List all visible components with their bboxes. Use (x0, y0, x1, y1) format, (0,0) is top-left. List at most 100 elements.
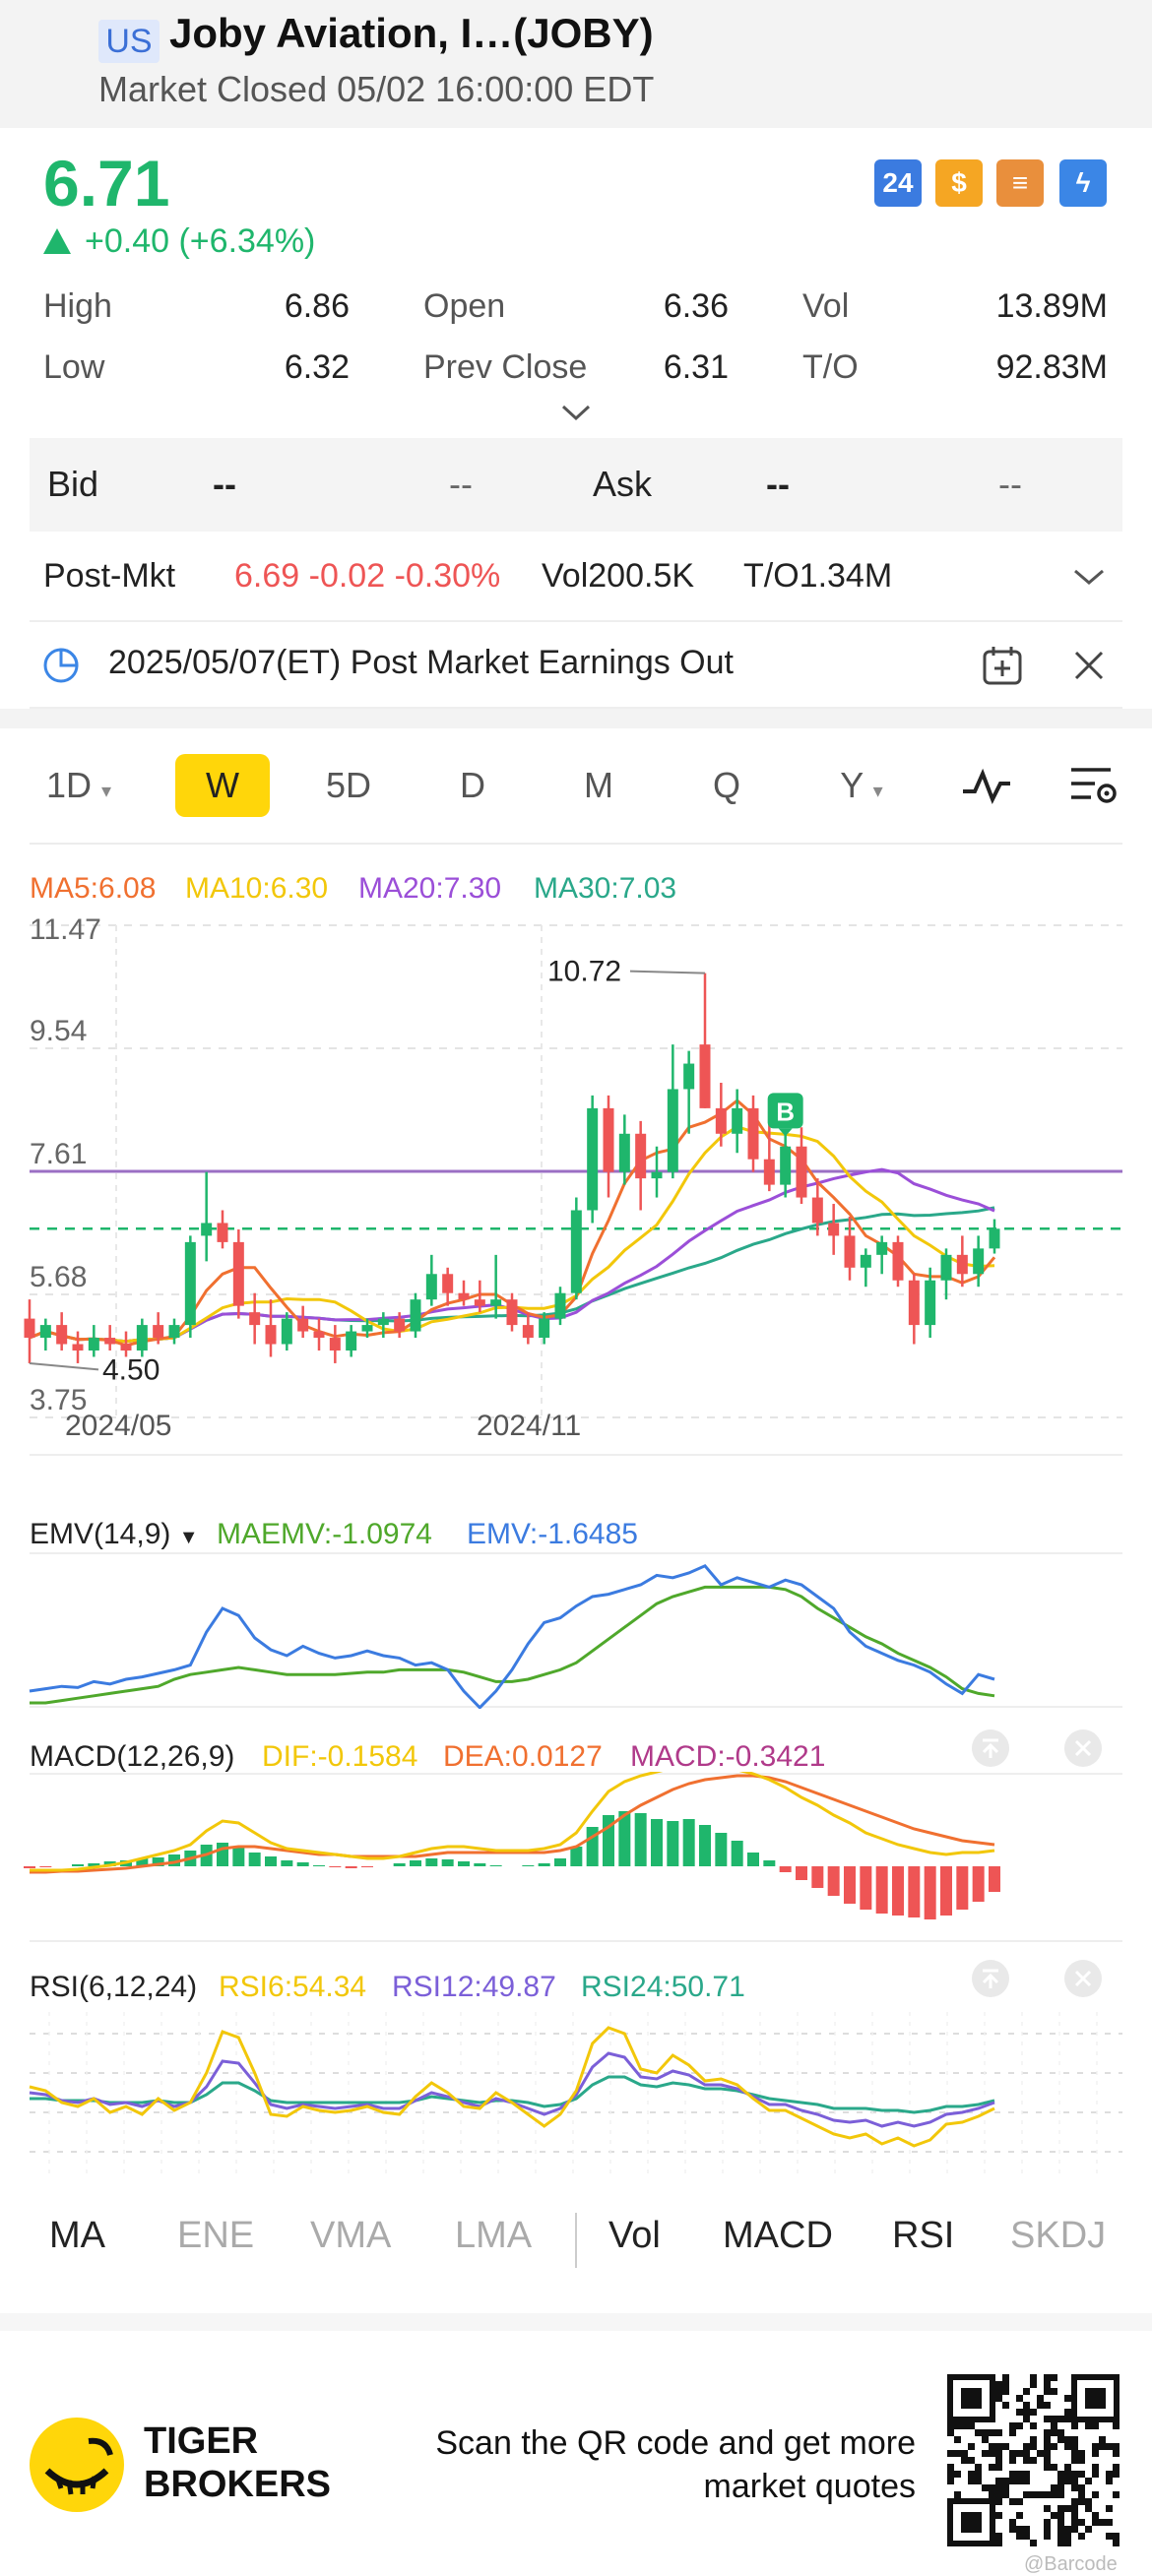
qr-module (982, 2450, 989, 2457)
close-icon[interactable] (1063, 1728, 1103, 1768)
candle-body (683, 1063, 695, 1090)
stack-icon[interactable]: ≡ (996, 159, 1044, 207)
qr-module (1071, 2471, 1078, 2478)
earnings-banner[interactable]: 2025/05/07(ET) Post Market Earnings Out (30, 630, 1122, 709)
qr-module (1057, 2471, 1064, 2478)
qr-module (1064, 2443, 1071, 2450)
flash-icon[interactable]: ϟ (1059, 159, 1107, 207)
qr-module (947, 2478, 954, 2484)
emv-line (29, 1563, 995, 1709)
tab-w[interactable]: W (175, 754, 270, 817)
tab-5d[interactable]: 5D (325, 765, 372, 805)
close-icon[interactable] (1063, 1959, 1103, 1998)
tab-m[interactable]: M (584, 765, 613, 805)
qr-module (1057, 2484, 1064, 2491)
qr-module (954, 2450, 961, 2457)
ma10-legend: MA10:6.30 (185, 872, 329, 905)
emv-label[interactable]: EMV(14,9) ▼ (30, 1518, 199, 1550)
qr-module (1051, 2416, 1057, 2422)
tab-1d[interactable]: 1D ▾ (45, 765, 112, 805)
stock-title[interactable]: Joby Aviation, I…(JOBY) (169, 10, 654, 56)
ma20-legend: MA20:7.30 (358, 872, 502, 905)
qr-module (1044, 2436, 1051, 2443)
rsi12-legend: RSI12:49.87 (392, 1971, 556, 2003)
qr-module (1106, 2519, 1113, 2526)
indicator-line-icon[interactable] (961, 766, 1012, 805)
qr-finder (1085, 2388, 1106, 2409)
rsi12-line (29, 2051, 995, 2128)
tab-rsi[interactable]: RSI (892, 2215, 955, 2256)
chart-settings-icon[interactable] (1067, 764, 1119, 807)
tab-lma[interactable]: LMA (455, 2215, 533, 2256)
close-icon[interactable] (1071, 648, 1107, 683)
price-change: +0.40 (+6.34%) (43, 222, 315, 261)
qr-module (1009, 2519, 1016, 2526)
qr-module (1051, 2374, 1057, 2381)
emv-chart[interactable] (0, 1551, 1152, 1709)
macd-bar (345, 1866, 357, 1868)
candle-body (39, 1325, 51, 1339)
tab-ene[interactable]: ENE (177, 2215, 255, 2256)
candle-body (539, 1318, 550, 1339)
low-value: 6.32 (284, 348, 350, 386)
qr-module (1078, 2491, 1085, 2498)
qr-module (1009, 2498, 1016, 2505)
post-market-row[interactable]: Post-Mkt 6.69 -0.02 -0.30% Vol200.5K T/O… (30, 543, 1122, 622)
pin-top-icon[interactable] (971, 1728, 1010, 1768)
tab-ma[interactable]: MA (49, 2215, 105, 2256)
qr-module (947, 2471, 954, 2478)
qr-module (1002, 2381, 1009, 2388)
y-tick-label: 11.47 (30, 913, 101, 946)
tab-q[interactable]: Q (712, 765, 740, 805)
emv-legend: EMV:-1.6485 (467, 1518, 638, 1550)
qr-module (1064, 2505, 1071, 2512)
tab-skdj[interactable]: SKDJ (1010, 2215, 1107, 2256)
ask-size: -- (998, 464, 1022, 504)
qr-module (1044, 2429, 1051, 2436)
up-arrow-icon (43, 228, 71, 254)
macd-bar (474, 1863, 486, 1866)
rsi-label: RSI(6,12,24) (30, 1971, 198, 2003)
qr-module (995, 2478, 1002, 2484)
tab-y[interactable]: Y ▾ (840, 765, 883, 805)
add-calendar-icon[interactable] (981, 644, 1024, 687)
qr-module (1023, 2491, 1030, 2498)
price-change-text: +0.40 (+6.34%) (85, 222, 316, 260)
pin-top-icon[interactable] (971, 1959, 1010, 1998)
macd-bar (827, 1866, 840, 1896)
vol-value: 13.89M (995, 287, 1108, 325)
tab-macd[interactable]: MACD (723, 2215, 833, 2256)
qr-module (1085, 2526, 1092, 2533)
expand-chevron-icon[interactable] (559, 402, 593, 423)
qr-module (989, 2464, 995, 2471)
rsi-chart[interactable] (0, 2004, 1152, 2181)
qr-module (975, 2429, 982, 2436)
tab-d[interactable]: D (460, 765, 485, 805)
qr-module (1099, 2443, 1106, 2450)
bid-label: Bid (47, 464, 99, 504)
candle-body (956, 1254, 968, 1275)
macd-bar (441, 1859, 454, 1866)
tab-vol[interactable]: Vol (608, 2215, 661, 2256)
macd-bar (667, 1821, 679, 1866)
qr-module (968, 2478, 975, 2484)
qr-module (954, 2436, 961, 2443)
qr-module (1071, 2484, 1078, 2491)
candle-body (570, 1210, 582, 1293)
qr-module (1009, 2450, 1016, 2457)
24-hour-icon[interactable]: 24 (874, 159, 922, 207)
tab-vma[interactable]: VMA (310, 2215, 392, 2256)
qr-module (989, 2429, 995, 2436)
ask-label: Ask (593, 464, 653, 504)
high-value: 6.86 (284, 287, 350, 325)
candle-body (329, 1338, 341, 1351)
macd-chart[interactable] (0, 1772, 1152, 1944)
qr-module (1078, 2519, 1085, 2526)
chevron-down-icon[interactable] (1071, 565, 1107, 589)
qr-finder (961, 2512, 982, 2533)
dollar-icon[interactable]: $ (935, 159, 983, 207)
qr-module (995, 2491, 1002, 2498)
qr-module (1016, 2512, 1023, 2519)
qr-module (1057, 2540, 1064, 2546)
